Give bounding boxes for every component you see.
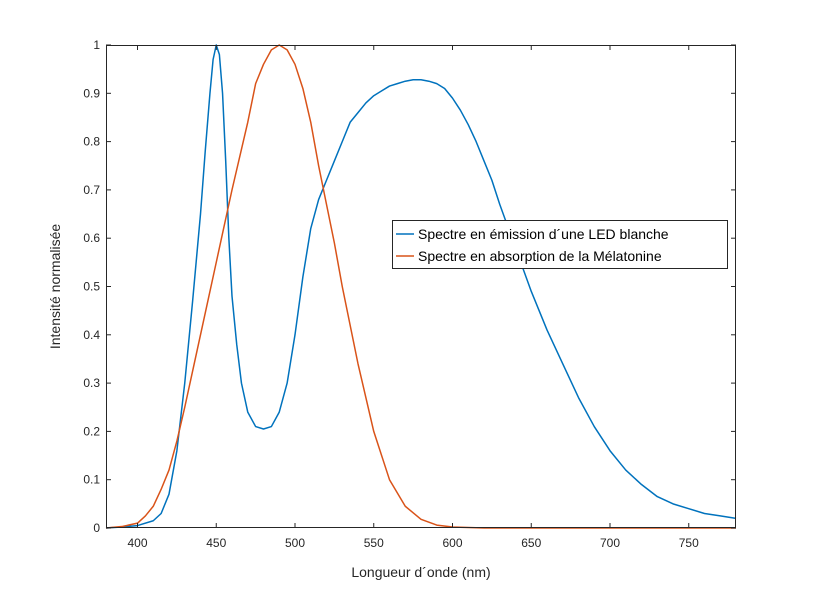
x-axis-label: Longueur d´onde (nm) [351,564,490,580]
x-tick-label: 650 [521,536,541,550]
legend-entry-melatonine: Spectre en absorption de la Mélatonine [418,248,662,264]
y-tick-label: 0 [93,521,100,535]
y-tick-label: 0.7 [83,183,100,197]
plot-area [106,45,736,528]
x-tick-label: 550 [364,536,384,550]
y-tick-label: 0.8 [83,135,100,149]
y-tick-label: 0.5 [83,280,100,294]
series-line-0 [105,44,737,529]
x-tick-label: 700 [600,536,620,550]
y-axis-label: Intensité normalisée [47,224,63,350]
y-tick-label: 0.2 [83,424,100,438]
legend: Spectre en émission d´une LED blanche Sp… [392,220,728,269]
y-tick-label: 0.1 [83,473,100,487]
x-tick-label: 500 [285,536,305,550]
y-tick-label: 0.3 [83,376,100,390]
x-tick-label: 600 [442,536,462,550]
y-tick-label: 0.9 [83,86,100,100]
legend-entry-led: Spectre en émission d´une LED blanche [418,226,669,242]
x-tick-label: 750 [679,536,699,550]
y-tick-label: 1 [93,38,100,52]
legend-box [392,220,728,269]
tick-layer: 400 450 500 550 600 650 700 750 0 0.1 0.2 0.3 0.4 0.5… [83,38,736,550]
y-tick-label: 0.6 [83,231,100,245]
x-tick-label: 450 [206,536,226,550]
y-tick-label: 0.4 [83,328,100,342]
x-tick-label: 400 [127,536,147,550]
